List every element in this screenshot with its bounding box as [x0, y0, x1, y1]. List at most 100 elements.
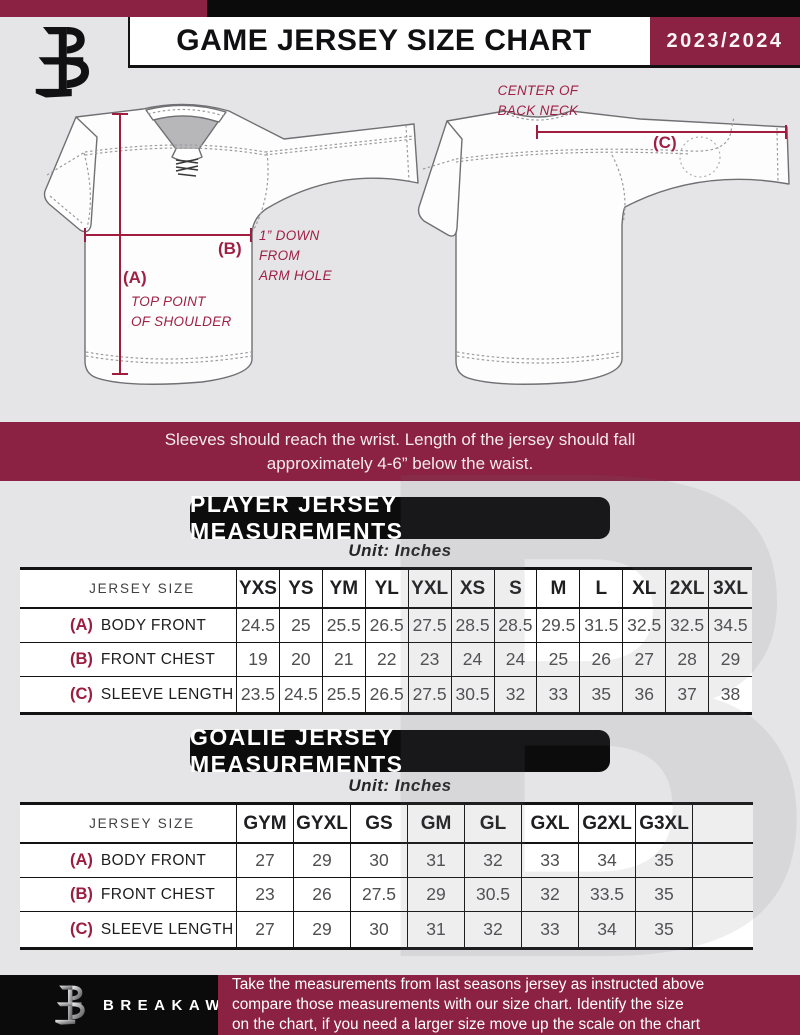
table-value-cell: 24.5 [279, 677, 323, 712]
table-value-cell: 32 [465, 912, 522, 947]
fit-notice-banner: Sleeves should reach the wrist. Length o… [0, 422, 800, 481]
table-value-cell: 27.5 [408, 677, 452, 712]
elbow-patch-stitch [679, 136, 721, 178]
page-title: GAME JERSEY SIZE CHART [176, 24, 592, 57]
table-value-cell: 35 [636, 912, 693, 947]
table-value-cell: 32 [465, 844, 522, 878]
measure-b-desc: 1” DOWN FROM ARM HOLE [259, 228, 332, 283]
table-value-cell: 30.5 [451, 677, 495, 712]
table-value-cell: 23 [237, 878, 294, 912]
front-jersey-outline [75, 103, 419, 385]
table-value-cell: 30 [351, 844, 408, 878]
table-value-cell: 32 [494, 677, 538, 712]
breakaway-b-mark [35, 27, 90, 98]
table-value-cell: 29.5 [537, 609, 581, 643]
table-value-cell: 22 [365, 643, 409, 677]
stitch-seams [46, 108, 779, 364]
table-value-cell: 25 [537, 643, 581, 677]
goalie-unit-label: Unit: Inches [348, 776, 452, 795]
table-value-cell: 24 [494, 643, 538, 677]
table-size-cell: YXS [237, 570, 280, 609]
center-back-neck-label: CENTER OF BACK NECK [497, 83, 579, 118]
table-value-cell: 32.5 [666, 609, 710, 643]
table-row-label: (A) BODY FRONT [20, 844, 237, 878]
table-size-cell: GYXL [294, 805, 351, 844]
season-badge: 2023/2024 [650, 17, 800, 65]
table-value-cell: 28 [666, 643, 710, 677]
table-value-cell: 26 [580, 643, 624, 677]
table-value-cell: 28.5 [494, 609, 538, 643]
table-size-cell: YM [322, 570, 366, 609]
table-value-cell: 27 [237, 844, 294, 878]
table-value-cell: 30.5 [465, 878, 522, 912]
player-unit-label: Unit: Inches [348, 541, 452, 560]
table-size-cell: XS [451, 570, 495, 609]
table-size-cell: GS [351, 805, 408, 844]
table-value-cell: 32.5 [623, 609, 667, 643]
table-value-cell: 26 [294, 878, 351, 912]
goalie-section-heading: GOALIE JERSEY MEASUREMENTS [190, 724, 610, 777]
table-value-cell: 35 [636, 878, 693, 912]
top-bar-accent [0, 0, 207, 17]
table-size-cell: XL [623, 570, 667, 609]
table-value-cell: 37 [666, 677, 710, 712]
table-size-cell: M [537, 570, 581, 609]
table-value-cell: 21 [322, 643, 366, 677]
measure-line-b [84, 228, 252, 242]
measure-line-a [112, 113, 128, 375]
goalie-measurements-table: JERSEY SIZE GYM GYXL GS GM GL GXL G2XL G3XL (A) BO… [20, 802, 753, 950]
table-value-cell: 27 [237, 912, 294, 947]
table-value-cell: 38 [709, 677, 752, 712]
footer-brand-name: BREAKAWAY [103, 996, 258, 1014]
jersey-diagrams [43, 103, 790, 385]
header-title-band: GAME JERSEY SIZE CHART [128, 17, 652, 65]
table-value-cell: 31 [408, 844, 465, 878]
table-size-cell: YXL [408, 570, 452, 609]
table-value-cell: 29 [709, 643, 752, 677]
table-size-cell: GYM [237, 805, 294, 844]
table-value-cell: 27 [623, 643, 667, 677]
table-value-cell: 31 [408, 912, 465, 947]
footer-logo-icon [52, 984, 92, 1027]
table-size-cell: 3XL [709, 570, 752, 609]
table-value-cell: 33.5 [579, 878, 636, 912]
table-size-cell: G2XL [579, 805, 636, 844]
table-row-label: (B) FRONT CHEST [20, 878, 237, 912]
table-value-cell: 32 [522, 878, 579, 912]
table-value-cell: 33 [522, 912, 579, 947]
footer-note-block: Take the measurements from last seasons … [218, 975, 800, 1035]
table-value-cell: 27.5 [351, 878, 408, 912]
table-value-cell: 34.5 [709, 609, 752, 643]
table-value-cell: 34 [579, 912, 636, 947]
table-value-cell: 25 [279, 609, 323, 643]
table-size-cell: YL [365, 570, 409, 609]
table-size-cell: 2XL [666, 570, 710, 609]
table-empty-cell [693, 844, 753, 878]
table-size-label: JERSEY SIZE [20, 805, 237, 844]
measure-b-key: (B) [218, 239, 242, 258]
breakaway-logo-icon [30, 24, 102, 102]
table-size-cell: GXL [522, 805, 579, 844]
table-value-cell: 24 [451, 643, 495, 677]
table-value-cell: 30 [351, 912, 408, 947]
table-size-cell: GM [408, 805, 465, 844]
measure-line-c [536, 125, 787, 139]
player-section-heading: PLAYER JERSEY MEASUREMENTS [190, 491, 610, 544]
table-value-cell: 20 [279, 643, 323, 677]
table-value-cell: 25.5 [322, 609, 366, 643]
table-size-cell: S [494, 570, 538, 609]
back-jersey-outline [446, 110, 790, 385]
table-value-cell: 36 [623, 677, 667, 712]
table-row-label: (A) BODY FRONT [20, 609, 237, 643]
table-value-cell: 26.5 [365, 677, 409, 712]
table-value-cell: 35 [580, 677, 624, 712]
table-value-cell: 29 [408, 878, 465, 912]
table-value-cell: 28.5 [451, 609, 495, 643]
table-value-cell: 23.5 [237, 677, 280, 712]
table-value-cell: 24.5 [237, 609, 280, 643]
footer: BREAKAWAY Take the measurements from las… [0, 975, 800, 1035]
table-value-cell: 31.5 [580, 609, 624, 643]
measure-a-key: (A) [123, 268, 147, 287]
table-value-cell: 29 [294, 912, 351, 947]
footer-instructions: Take the measurements from last seasons … [232, 976, 705, 1033]
